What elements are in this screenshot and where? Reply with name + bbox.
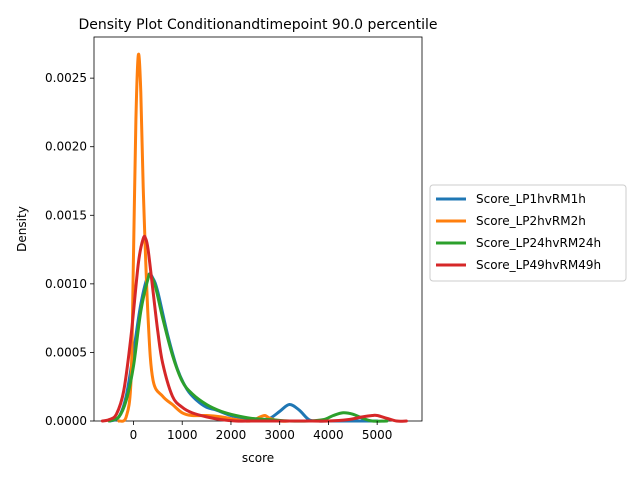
x-tick-label: 1000 bbox=[167, 428, 198, 442]
y-tick-label: 0.0025 bbox=[45, 71, 87, 85]
chart-title: Density Plot Conditionandtimepoint 90.0 … bbox=[78, 17, 437, 33]
y-tick-label: 0.0000 bbox=[45, 414, 87, 428]
y-tick-label: 0.0010 bbox=[45, 277, 87, 291]
y-axis: 0.0000 0.0005 0.0010 0.0015 0.0020 0.0025 bbox=[45, 71, 94, 428]
series-line-2 bbox=[117, 52, 291, 423]
legend-label: Score_LP24hvRM24h bbox=[476, 236, 601, 250]
y-tick-label: 0.0015 bbox=[45, 208, 87, 222]
x-tick-label: 0 bbox=[130, 428, 138, 442]
series-line-3 bbox=[107, 272, 389, 423]
series-line-4 bbox=[100, 234, 408, 423]
x-axis-label: score bbox=[242, 451, 274, 465]
legend: Score_LP1hvRM1h Score_LP2hvRM2h Score_LP24… bbox=[429, 184, 627, 282]
y-tick-label: 0.0020 bbox=[45, 140, 87, 154]
legend-label: Score_LP2hvRM2h bbox=[476, 214, 586, 228]
x-tick-label: 3000 bbox=[264, 428, 295, 442]
y-tick-label: 0.0005 bbox=[45, 345, 87, 359]
x-tick-label: 2000 bbox=[216, 428, 247, 442]
x-axis: 0 1000 2000 3000 4000 5000 bbox=[130, 421, 393, 442]
x-tick-label: 4000 bbox=[313, 428, 344, 442]
legend-frame bbox=[429, 184, 627, 282]
legend-label: Score_LP49hvRM49h bbox=[476, 258, 601, 272]
legend-label: Score_LP1hvRM1h bbox=[476, 192, 586, 206]
x-tick-label: 5000 bbox=[362, 428, 393, 442]
series-layer bbox=[100, 52, 408, 423]
y-axis-label: Density bbox=[15, 206, 29, 252]
